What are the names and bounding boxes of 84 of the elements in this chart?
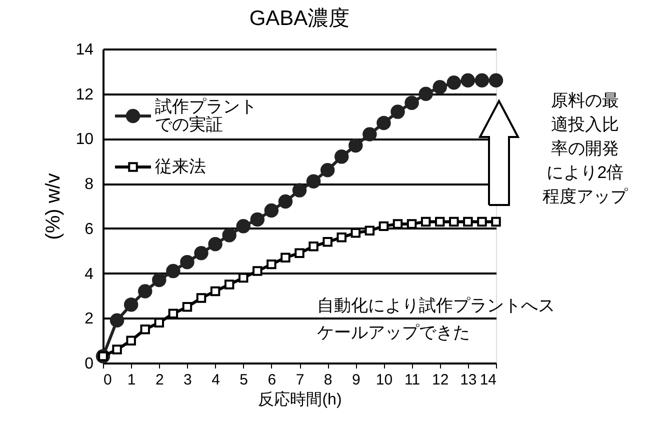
point [463, 216, 473, 227]
x-tick-label: 3 [184, 372, 192, 388]
x-tick-label: 2 [155, 372, 164, 388]
point [477, 216, 487, 227]
point [236, 219, 250, 234]
chart-title: GABA濃度 [249, 7, 350, 30]
y-tick-label: 2 [84, 310, 94, 328]
x-tick-label: 1 [127, 372, 136, 388]
point [434, 216, 445, 227]
x-axis-title: 反応時間(h) [258, 390, 342, 408]
point [432, 80, 447, 94]
legend-label: 試作プラントでの実証 [155, 97, 257, 134]
x-tick-label: 6 [268, 372, 276, 388]
point [196, 293, 206, 303]
x-tick-label: 8 [324, 372, 332, 388]
point [446, 76, 462, 90]
point [264, 203, 279, 218]
point [138, 284, 152, 298]
point [362, 127, 377, 142]
x-tick-label: 13 [460, 372, 477, 388]
y-tick-label: 12 [76, 86, 94, 104]
point [194, 246, 208, 260]
y-tick-label: 6 [84, 220, 94, 238]
x-tick-label: 14 [480, 372, 496, 388]
y-tick-label: 14 [76, 42, 94, 58]
point [306, 174, 321, 188]
y-tick-label: 8 [84, 176, 94, 194]
point [166, 264, 180, 278]
x-tick-label: 10 [376, 372, 393, 388]
x-tick-label: 4 [212, 372, 220, 388]
point [278, 194, 293, 209]
point [420, 216, 431, 227]
point [404, 96, 419, 110]
point [124, 298, 138, 312]
point [390, 104, 405, 119]
point [322, 237, 332, 247]
point [406, 219, 417, 229]
point [168, 308, 178, 319]
point [491, 216, 501, 227]
point [280, 252, 290, 262]
annotation: 自動化により試作プラントへスケールアップできた [317, 296, 555, 342]
x-tick-label: 0 [104, 372, 112, 388]
x-tick-label: 9 [352, 372, 360, 388]
x-tick-label: 5 [240, 372, 248, 388]
point [112, 344, 122, 354]
point [334, 150, 349, 164]
point [294, 248, 304, 258]
point [208, 237, 222, 252]
point [488, 73, 504, 88]
point [210, 286, 220, 296]
y-tick-label: 4 [84, 266, 94, 283]
y-axis-title: (%) w/v [42, 173, 65, 240]
text: 原料の最適投入比率の開発により2倍程度アップ [542, 91, 628, 206]
point [418, 86, 433, 101]
y-tick-label: 0 [84, 356, 94, 372]
x-tick-label: 7 [296, 372, 304, 388]
point [378, 221, 389, 232]
point [376, 116, 391, 130]
x-tick-label: 11 [404, 372, 420, 388]
point [348, 138, 363, 153]
point [252, 266, 262, 276]
point [308, 242, 318, 252]
point [224, 280, 234, 290]
point [449, 216, 459, 227]
point [336, 232, 346, 242]
point [266, 259, 276, 270]
point [364, 226, 375, 236]
point [392, 219, 403, 229]
point [474, 73, 490, 88]
point [320, 163, 335, 178]
point [126, 336, 136, 346]
point [460, 73, 476, 88]
point [292, 183, 307, 198]
point [350, 228, 361, 238]
x-tick-label: 12 [432, 372, 449, 388]
point [222, 228, 236, 242]
point [250, 212, 265, 227]
point [182, 302, 192, 312]
y-tick-label: 10 [76, 131, 94, 148]
point [110, 313, 124, 328]
point [152, 272, 166, 288]
point [140, 324, 150, 334]
legend-label: 従来法 [155, 157, 206, 176]
point [180, 254, 194, 270]
